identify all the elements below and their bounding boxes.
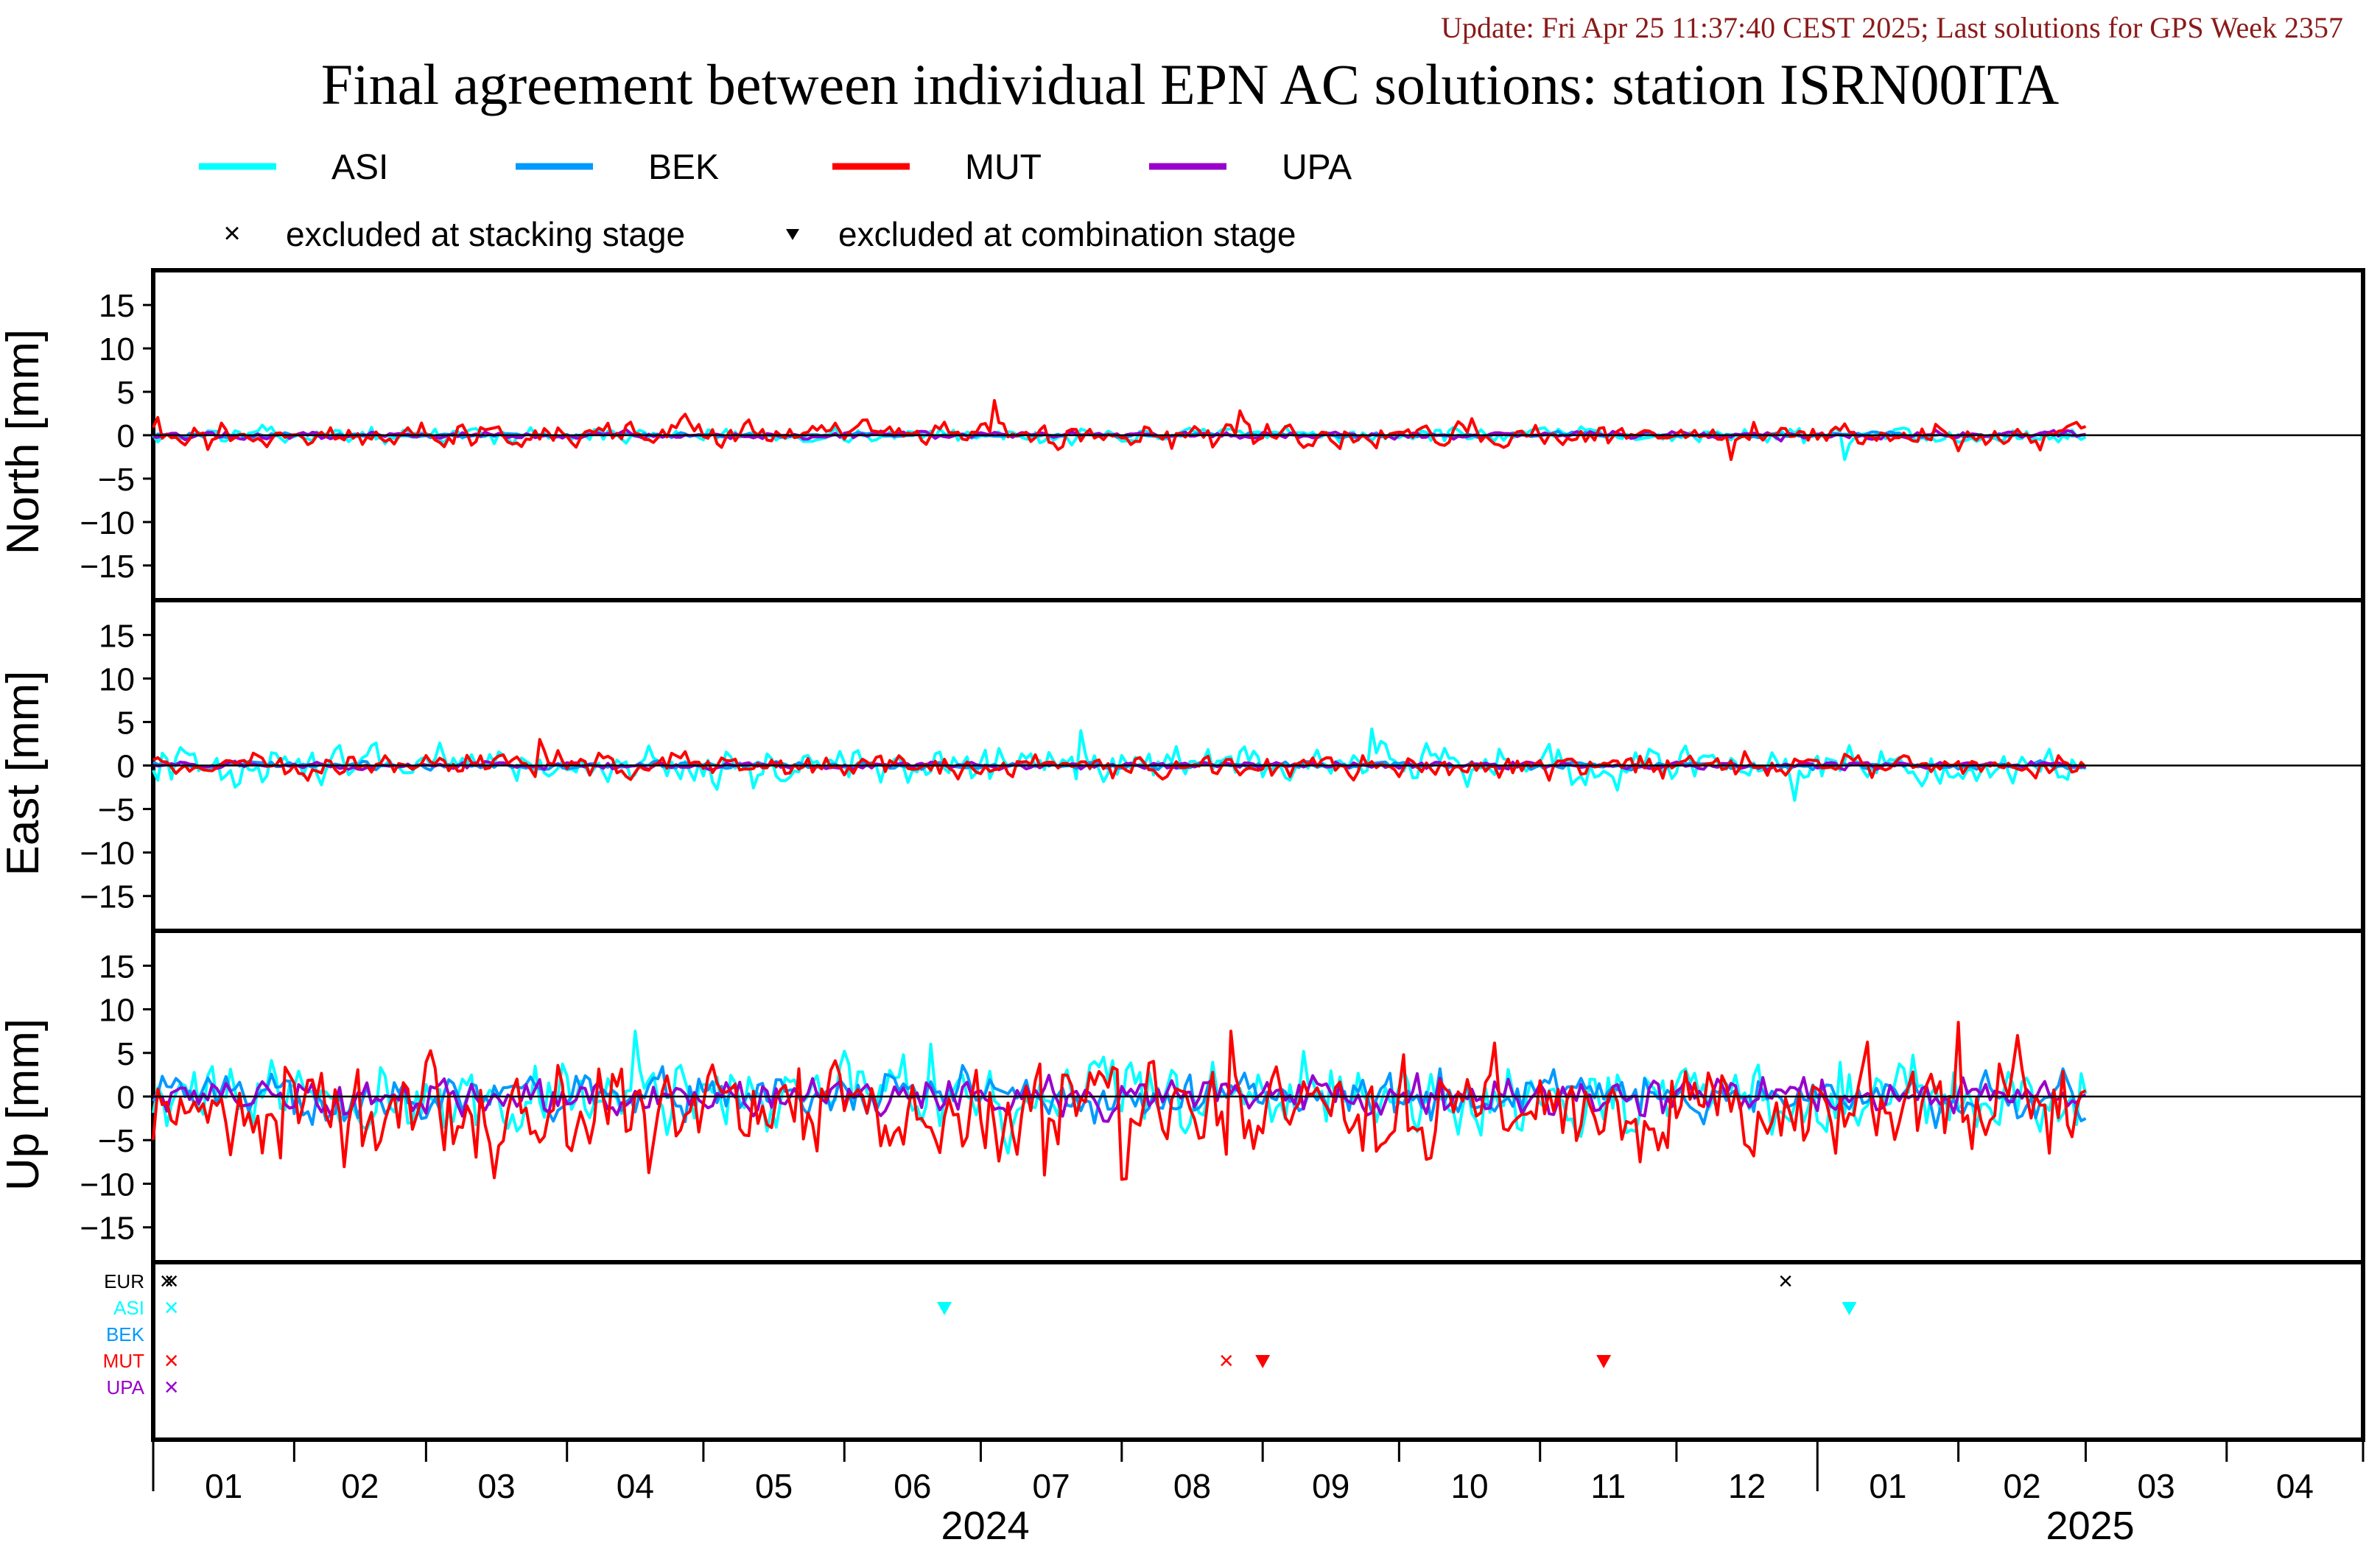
y-tick-label: 10 <box>99 331 135 367</box>
exclusion-frame <box>151 1260 2365 1442</box>
exclusion-row-label-upa: UPA <box>106 1376 144 1398</box>
x-month-label: 12 <box>1728 1467 1766 1505</box>
chart-title: Final agreement between individual EPN A… <box>320 52 2060 116</box>
ylabel-up: Up [mm] <box>0 1018 49 1191</box>
x-month-label: 10 <box>1450 1467 1488 1505</box>
series-mut-up <box>152 1021 2087 1181</box>
y-tick-label: −10 <box>80 1166 135 1203</box>
x-month-label: 08 <box>1173 1467 1211 1505</box>
ylabel-north: North [mm] <box>0 329 49 555</box>
y-tick-label: −5 <box>98 1123 135 1159</box>
x-month-label: 02 <box>2003 1467 2040 1505</box>
y-tick-label: −15 <box>80 1211 135 1247</box>
exclusion-marker-stacking: × <box>1778 1267 1793 1295</box>
ylabel-east: East [mm] <box>0 670 49 876</box>
x-year-label-2024: 2024 <box>941 1504 1030 1545</box>
x-axis: 01 02 03 04 05 06 07 08 09 10 11 12 01 02 03 04 2024 2025 <box>152 1438 2365 1545</box>
exclusion-row-label-bek: BEK <box>106 1323 145 1345</box>
x-month-label: 03 <box>477 1467 515 1505</box>
y-tick-label: 15 <box>99 288 135 324</box>
exclusion-marker-combination <box>1596 1355 1612 1368</box>
legend-combination-label: excluded at combination stage <box>838 215 1296 253</box>
y-tick-label: −10 <box>80 836 135 872</box>
stacking-marker-icon: × <box>223 217 240 250</box>
x-month-label: 09 <box>1312 1467 1349 1505</box>
y-tick-label: 15 <box>99 618 135 654</box>
panel-north: North [mm] 15 10 5 0 −5 −10 −15 <box>0 268 2365 602</box>
legend-label-mut: MUT <box>965 148 1042 187</box>
exclusion-marker-combination <box>1842 1302 1857 1315</box>
panel-east: East [mm] 15 10 5 0 −5 −10 −15 <box>0 598 2365 933</box>
x-month-label: 03 <box>2138 1467 2175 1505</box>
legend-label-upa: UPA <box>1282 148 1352 187</box>
y-tick-label: −10 <box>80 505 135 541</box>
x-month-label: 01 <box>1869 1467 1906 1505</box>
y-tick-label: −15 <box>80 879 135 915</box>
y-tick-label: 0 <box>117 418 135 454</box>
y-tick-label: −5 <box>98 462 135 498</box>
exclusion-marker-stacking: × <box>164 1294 179 1322</box>
exclusion-row-label-eur: EUR <box>104 1270 144 1292</box>
y-tick-label: 5 <box>117 375 135 411</box>
x-year-label-2025: 2025 <box>2046 1504 2135 1545</box>
x-month-label: 01 <box>205 1467 242 1505</box>
y-tick-label: 5 <box>117 1036 135 1072</box>
series-mut-north <box>152 398 2087 461</box>
legend-label-asi: ASI <box>331 148 388 187</box>
combination-marker-icon <box>786 229 799 240</box>
series-asi-north <box>152 423 2087 461</box>
y-tick-label: −15 <box>80 549 135 585</box>
y-tick-label: 15 <box>99 949 135 985</box>
exclusion-marker-stacking: × <box>1219 1347 1234 1375</box>
x-month-label: 05 <box>755 1467 793 1505</box>
exclusion-row-label-mut: MUT <box>103 1350 144 1372</box>
y-tick-label: 10 <box>99 661 135 697</box>
exclusion-marker-combination <box>1255 1355 1271 1368</box>
x-month-label: 04 <box>2276 1467 2314 1505</box>
y-tick-label: 10 <box>99 993 135 1029</box>
exclusion-marker-stacking: × <box>164 1267 179 1295</box>
exclusion-marker-stacking: × <box>164 1347 179 1375</box>
legend-label-bek: BEK <box>648 148 719 187</box>
x-month-label: 04 <box>617 1467 654 1505</box>
legend: ASI BEK MUT UPA × excluded at stacking stage e… <box>199 148 1352 253</box>
y-tick-label: 5 <box>117 705 135 741</box>
update-text: Update: Fri Apr 25 11:37:40 CEST 2025; L… <box>1441 11 2343 44</box>
x-month-label: 02 <box>341 1467 379 1505</box>
exclusion-marker-combination <box>937 1302 952 1315</box>
panel-up: Up [mm] 15 10 5 0 −5 −10 −15 <box>0 929 2365 1264</box>
exclusion-marker-stacking: × <box>160 1267 175 1295</box>
x-month-label: 07 <box>1033 1467 1070 1505</box>
y-tick-label: −5 <box>98 792 135 828</box>
exclusion-marker-stacking: × <box>164 1373 179 1401</box>
x-month-label: 06 <box>894 1467 931 1505</box>
y-tick-label: 0 <box>117 749 135 785</box>
legend-stacking-label: excluded at stacking stage <box>286 215 685 253</box>
y-tick-label: 0 <box>117 1080 135 1116</box>
x-month-label: 11 <box>1590 1467 1626 1505</box>
exclusion-row-label-asi: ASI <box>113 1297 144 1319</box>
